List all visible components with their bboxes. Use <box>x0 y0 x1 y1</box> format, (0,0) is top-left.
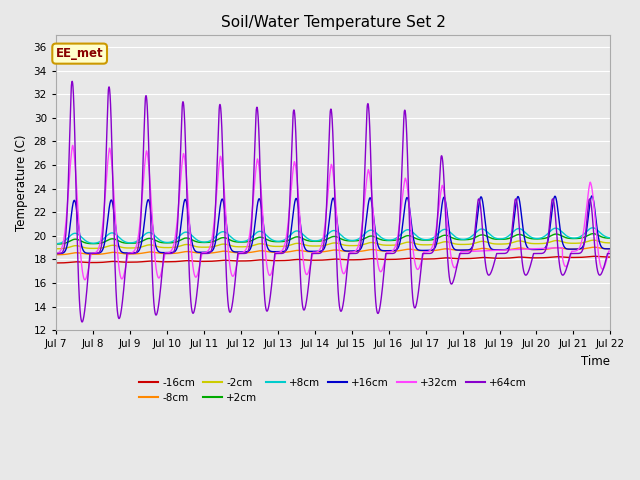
-2cm <box>607 240 614 246</box>
+8cm <box>171 238 179 243</box>
+8cm <box>607 235 614 240</box>
Line: +2cm: +2cm <box>56 234 611 244</box>
-16cm <box>52 260 60 266</box>
+2cm <box>607 235 614 241</box>
-8cm <box>52 252 60 258</box>
Legend: -16cm, -8cm, -2cm, +2cm, +8cm, +16cm, +32cm, +64cm: -16cm, -8cm, -2cm, +2cm, +8cm, +16cm, +3… <box>135 374 531 408</box>
-16cm <box>590 253 598 259</box>
-16cm <box>397 256 404 262</box>
+32cm <box>52 251 60 256</box>
+64cm <box>397 186 405 192</box>
+8cm <box>554 226 562 231</box>
+32cm <box>171 236 179 241</box>
Line: +64cm: +64cm <box>56 81 611 322</box>
+16cm <box>554 206 561 212</box>
-16cm <box>554 254 561 260</box>
+32cm <box>207 240 215 246</box>
+16cm <box>171 249 179 254</box>
-2cm <box>554 238 562 243</box>
Line: -8cm: -8cm <box>56 247 611 255</box>
+2cm <box>554 231 562 237</box>
+64cm <box>207 248 215 254</box>
+8cm <box>52 241 60 247</box>
-2cm <box>387 242 395 248</box>
-2cm <box>397 241 405 247</box>
-8cm <box>590 244 598 250</box>
+2cm <box>207 239 214 245</box>
Line: -2cm: -2cm <box>56 240 611 249</box>
+8cm <box>589 225 596 231</box>
+16cm <box>387 248 395 253</box>
+64cm <box>607 251 614 256</box>
+32cm <box>554 245 562 251</box>
-8cm <box>554 245 561 251</box>
Line: +8cm: +8cm <box>56 228 611 244</box>
-2cm <box>607 240 614 246</box>
-16cm <box>207 258 214 264</box>
+8cm <box>52 241 60 247</box>
+16cm <box>606 246 614 252</box>
+32cm <box>607 248 614 254</box>
-2cm <box>52 246 60 252</box>
Line: +32cm: +32cm <box>56 145 611 280</box>
Text: EE_met: EE_met <box>56 47 104 60</box>
-16cm <box>607 254 614 260</box>
+16cm <box>607 246 614 252</box>
+64cm <box>52 251 60 256</box>
+16cm <box>52 251 60 256</box>
-8cm <box>207 250 214 256</box>
-2cm <box>589 237 597 243</box>
+8cm <box>207 238 214 243</box>
-16cm <box>387 256 395 262</box>
+2cm <box>589 231 597 237</box>
-8cm <box>397 248 404 253</box>
-8cm <box>387 248 395 254</box>
-8cm <box>171 251 179 256</box>
Line: +16cm: +16cm <box>56 196 611 253</box>
-16cm <box>606 254 614 260</box>
X-axis label: Time: Time <box>581 355 611 368</box>
+32cm <box>607 248 614 254</box>
-2cm <box>171 244 179 250</box>
-8cm <box>606 246 614 252</box>
+2cm <box>397 236 405 241</box>
-16cm <box>171 259 179 264</box>
Line: -16cm: -16cm <box>56 256 611 263</box>
+2cm <box>171 240 179 245</box>
+16cm <box>207 249 214 255</box>
Y-axis label: Temperature (C): Temperature (C) <box>15 134 28 231</box>
+2cm <box>52 241 60 247</box>
+32cm <box>68 143 76 148</box>
+32cm <box>388 249 396 254</box>
+64cm <box>554 248 562 253</box>
+8cm <box>607 235 614 240</box>
+64cm <box>607 251 614 256</box>
+32cm <box>397 206 405 212</box>
+64cm <box>388 251 396 256</box>
Title: Soil/Water Temperature Set 2: Soil/Water Temperature Set 2 <box>221 15 445 30</box>
+64cm <box>68 78 76 84</box>
+16cm <box>397 235 404 240</box>
+8cm <box>387 237 395 243</box>
+2cm <box>387 238 395 243</box>
+64cm <box>171 246 179 252</box>
-8cm <box>607 246 614 252</box>
+64cm <box>78 319 86 325</box>
+2cm <box>607 235 614 241</box>
-2cm <box>207 244 214 250</box>
+8cm <box>397 231 405 237</box>
+16cm <box>588 193 596 199</box>
+2cm <box>52 241 60 247</box>
-2cm <box>52 246 60 252</box>
+32cm <box>81 277 89 283</box>
